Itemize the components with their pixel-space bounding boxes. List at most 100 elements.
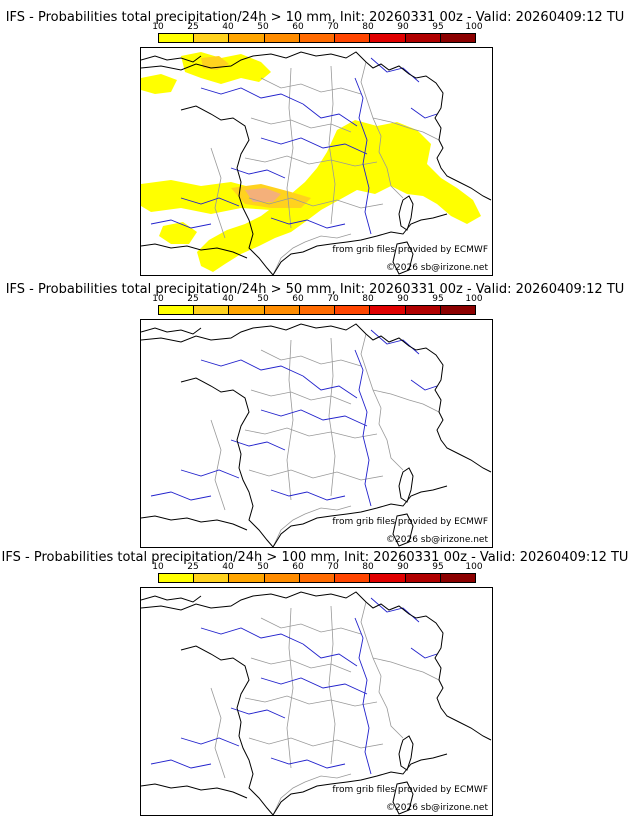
river: [302, 103, 358, 127]
colorbar-segment: [335, 306, 371, 314]
colorbar-bar: [158, 305, 476, 315]
admin-border: [328, 337, 336, 497]
admin-border: [360, 61, 404, 199]
island-outline: [398, 467, 414, 503]
colorbar-segment: [440, 306, 475, 314]
river: [370, 597, 420, 623]
probability-map: from grib files provided by ECMWF ©2026 …: [140, 319, 493, 548]
admin-border: [372, 657, 440, 681]
colorbar-tick-label: 100: [465, 562, 483, 572]
colorbar-tick-label: 80: [362, 562, 374, 572]
river: [230, 707, 286, 719]
colorbar-tick-label: 50: [257, 22, 269, 32]
source-credit: from grib files provided by ECMWF: [332, 245, 488, 255]
river: [354, 617, 372, 775]
precip-area-high: [245, 188, 281, 202]
colorbar-tick-label: 60: [292, 22, 304, 32]
river: [200, 87, 304, 105]
admin-border: [210, 687, 226, 779]
river: [230, 167, 286, 179]
colorbar-tick-label: 95: [432, 294, 444, 304]
copyright: ©2026 sb@irizone.net: [386, 803, 488, 813]
admin-border: [250, 389, 352, 405]
panel-title: IFS - Probabilities total precipitation/…: [1, 550, 629, 565]
river: [410, 647, 438, 659]
colorbar-segment: [405, 34, 441, 42]
admin-border: [260, 77, 362, 95]
colorbar-tick-label: 70: [327, 22, 339, 32]
admin-border: [250, 657, 352, 673]
island-outline: [398, 195, 414, 231]
colorbar-tick-label: 10: [152, 294, 164, 304]
colorbar-segment: [229, 34, 265, 42]
river: [150, 491, 212, 501]
colorbar-tick-label: 50: [257, 562, 269, 572]
admin-border: [210, 419, 226, 511]
admin-border: [372, 117, 440, 141]
map-canvas: [141, 323, 492, 547]
colorbar-tick-label: 100: [465, 294, 483, 304]
colorbar-segment: [299, 574, 336, 582]
colorbar-tick-label: 90: [397, 562, 409, 572]
coastline: [141, 591, 492, 741]
colorbar-segment: [264, 34, 300, 42]
colorbar-segment: [194, 34, 230, 42]
admin-border: [328, 605, 336, 765]
colorbar-tick-label: 50: [257, 294, 269, 304]
admin-border: [286, 67, 294, 229]
precip-area-low: [141, 74, 177, 94]
river: [180, 197, 240, 207]
precip-area-low: [159, 222, 197, 244]
coastline: [180, 377, 274, 547]
island-outline: [392, 781, 414, 815]
river: [410, 107, 438, 119]
coastline: [180, 645, 274, 815]
colorbar-segment: [159, 34, 195, 42]
colorbar-segment: [440, 574, 475, 582]
island-outline: [398, 735, 414, 771]
coastline: [272, 213, 448, 275]
colorbar-tick-label: 80: [362, 294, 374, 304]
colorbar-segment: [405, 574, 441, 582]
river: [230, 439, 286, 451]
colorbar-tick-label: 80: [362, 22, 374, 32]
colorbar-tick-label: 100: [465, 22, 483, 32]
river: [180, 469, 240, 479]
river: [302, 643, 358, 667]
river: [370, 329, 420, 355]
coastline: [141, 515, 248, 531]
river: [150, 219, 212, 229]
colorbar-tick-label: 25: [187, 562, 199, 572]
map-canvas: [141, 51, 492, 275]
island-outline: [392, 513, 414, 547]
admin-border: [260, 617, 362, 635]
coastline: [141, 243, 248, 259]
river: [200, 627, 304, 645]
admin-border: [244, 695, 378, 707]
admin-border: [248, 197, 384, 209]
admin-border: [248, 469, 384, 481]
river: [270, 757, 346, 769]
colorbar-tick-label: 10: [152, 22, 164, 32]
river: [354, 349, 372, 507]
colorbar-bar: [158, 33, 476, 43]
source-credit: from grib files provided by ECMWF: [332, 785, 488, 795]
colorbar-tick-label: 10: [152, 562, 164, 572]
admin-border: [360, 601, 404, 739]
colorbar-tick-label: 60: [292, 562, 304, 572]
admin-border: [372, 389, 440, 413]
admin-border: [244, 427, 378, 439]
precip-area-low: [181, 52, 271, 84]
admin-border: [272, 505, 352, 547]
copyright: ©2026 sb@irizone.net: [386, 263, 488, 273]
island-outline: [392, 241, 414, 275]
colorbar-segment: [440, 34, 475, 42]
river: [270, 489, 346, 501]
admin-border: [260, 349, 362, 367]
colorbar-tick-label: 90: [397, 294, 409, 304]
colorbar-tick-label: 95: [432, 562, 444, 572]
coastline: [141, 51, 492, 201]
admin-border: [360, 333, 404, 471]
colorbar-segment: [370, 574, 406, 582]
colorbar-tick-label: 70: [327, 562, 339, 572]
